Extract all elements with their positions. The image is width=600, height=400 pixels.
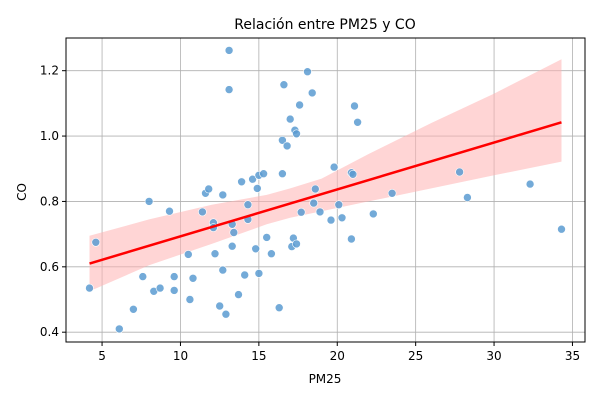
x-tick-label: 35 (565, 349, 580, 363)
y-tick-label: 0.4 (40, 325, 59, 339)
data-point (387, 189, 397, 198)
data-point (243, 200, 253, 209)
regression-line-group (89, 121, 562, 265)
data-point (224, 46, 234, 55)
data-point (221, 309, 231, 319)
data-point (198, 207, 207, 217)
data-point (353, 118, 362, 127)
data-point (237, 177, 246, 187)
data-point (295, 100, 304, 110)
data-point (234, 290, 243, 299)
y-tick-label: 0.6 (40, 260, 59, 274)
y-axis-ticks: 0.4 0.6 0.8 1.0 1.2 (40, 64, 66, 339)
data-point (85, 283, 94, 293)
x-tick-label: 30 (486, 349, 501, 363)
data-point (329, 162, 339, 172)
data-point (248, 174, 257, 184)
data-point (215, 301, 224, 311)
data-point (315, 207, 325, 217)
data-point (115, 324, 124, 334)
data-point (368, 209, 378, 219)
x-tick-label: 20 (330, 349, 345, 363)
x-tick-label: 5 (98, 349, 106, 363)
data-point (218, 265, 228, 275)
data-point (91, 238, 101, 247)
data-point (292, 129, 301, 139)
data-point (463, 193, 472, 202)
data-point (188, 273, 198, 283)
regression-line (89, 121, 562, 265)
data-point (326, 215, 336, 225)
data-point (274, 303, 284, 313)
y-tick-label: 0.8 (40, 194, 59, 208)
data-point (278, 169, 287, 178)
data-point (240, 270, 249, 280)
data-point (282, 141, 292, 151)
data-point (348, 170, 358, 179)
data-point (185, 295, 195, 304)
data-point (144, 197, 154, 206)
data-point (251, 244, 260, 254)
data-point (455, 167, 464, 177)
data-point (227, 241, 237, 251)
data-point (347, 234, 356, 244)
confidence-band-area (89, 59, 562, 292)
data-point (204, 184, 213, 194)
data-point (252, 184, 262, 193)
x-axis-ticks: 5 10 15 20 25 30 35 (98, 342, 580, 363)
data-point (169, 286, 179, 295)
data-point (267, 249, 276, 258)
data-point (224, 85, 234, 94)
confidence-band (89, 59, 562, 292)
data-point (309, 198, 319, 208)
data-point (279, 80, 289, 89)
y-tick-label: 1.0 (40, 129, 59, 143)
y-tick-label: 1.2 (40, 64, 59, 78)
data-point (129, 304, 138, 314)
x-tick-label: 25 (408, 349, 423, 363)
data-point (310, 184, 320, 194)
data-point (165, 206, 174, 216)
data-point (285, 114, 295, 124)
data-point (334, 200, 344, 209)
data-point (303, 67, 312, 76)
data-point (350, 101, 359, 111)
data-point (557, 224, 566, 234)
x-tick-label: 15 (251, 349, 266, 363)
data-point (184, 250, 193, 259)
data-point (155, 283, 165, 293)
data-point (229, 228, 239, 237)
data-point (259, 169, 268, 178)
data-point (292, 239, 301, 249)
data-points (85, 46, 566, 334)
y-axis-label: CO (15, 183, 29, 201)
data-point (138, 272, 148, 281)
data-point (210, 249, 220, 258)
data-point (337, 213, 347, 223)
x-tick-label: 10 (173, 349, 188, 363)
data-point (169, 272, 179, 281)
data-point (296, 207, 306, 217)
data-point (525, 179, 535, 189)
data-point (254, 269, 264, 278)
chart-title: Relación entre PM25 y CO (234, 17, 415, 33)
data-point (278, 136, 287, 145)
data-point (262, 233, 272, 242)
data-point (307, 88, 317, 98)
plot-frame (65, 37, 586, 343)
data-point (218, 190, 228, 200)
x-axis-label: PM25 (309, 372, 342, 386)
